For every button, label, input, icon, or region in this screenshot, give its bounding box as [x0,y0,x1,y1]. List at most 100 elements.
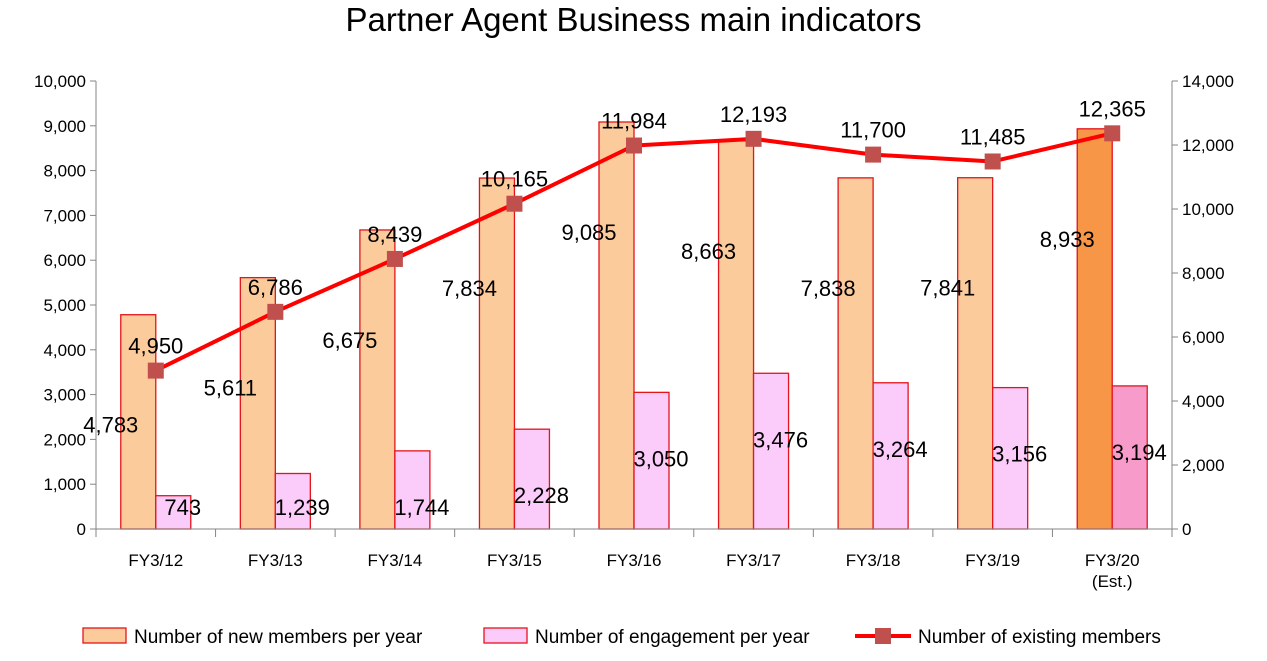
right-axis-tick-label: 8,000 [1182,264,1225,283]
data-label-engagement: 1,239 [275,495,330,520]
left-axis-tick-label: 4,000 [43,341,86,360]
data-label-engagement: 3,194 [1112,440,1167,465]
left-axis-tick-label: 9,000 [43,117,86,136]
bar-new-members [837,177,874,530]
bar-engagement [992,386,1029,530]
data-label-engagement: 743 [164,495,201,520]
data-label-new-members: 5,611 [204,376,257,401]
data-label-new-members: 9,085 [561,220,616,245]
data-label-existing-members: 6,786 [248,275,303,300]
right-axis-tick-label: 12,000 [1182,136,1234,155]
line-point-marker [984,153,1001,170]
legend: Number of new members per year Number of … [82,627,1161,648]
bar-new-members [120,314,157,530]
left-axis-tick-label: 2,000 [43,430,86,449]
data-label-existing-members: 11,700 [840,118,906,143]
bar-new-members [359,229,396,530]
bar-engagement [274,472,311,530]
data-label-existing-members: 11,485 [960,124,1026,149]
data-label-new-members: 4,783 [83,413,138,438]
data-label-new-members: 7,841 [920,276,975,301]
line-point-marker [267,303,284,320]
bar-engagement [155,495,192,530]
x-axis-category-label: FY3/20 (Est.) [1085,551,1140,591]
bar-engagement [513,428,551,530]
data-label-existing-members: 12,193 [720,102,787,127]
data-label-engagement: 3,156 [992,442,1047,467]
bar-new-members [1076,128,1113,530]
data-labels-group: 4,950 4,783 743 6,786 5,611 1,239 8,439 6,675 1,… [83,96,1167,520]
right-y-axis: 0 2,000 4,000 6,000 8,000 10,000 12,000 14,000 [1171,72,1234,539]
line-point-marker [865,146,882,163]
data-label-new-members: 7,838 [801,276,856,301]
data-label-engagement: 3,476 [753,427,808,452]
x-axis-category-line: FY3/16 [607,551,662,570]
x-axis-category-line: FY3/19 [965,551,1020,570]
data-label-existing-members: 12,365 [1079,96,1146,121]
left-axis-tick-label: 3,000 [43,386,86,405]
x-axis-category-label: FY3/17 [726,551,781,570]
x-axis-category-line: FY3/12 [128,551,183,570]
x-axis-category-line: FY3/14 [367,551,422,570]
legend-swatch-new-members [82,627,127,644]
line-point-marker [386,250,403,267]
x-axis-category-label: FY3/19 [965,551,1020,570]
x-axis-category-label: FY3/12 [128,551,183,570]
right-axis-tick-label: 0 [1182,520,1191,539]
left-axis-tick-label: 7,000 [43,206,86,225]
bar-new-members [478,177,516,530]
left-y-axis: 0 1,000 2,000 3,000 4,000 5,000 6,000 7,000 8,00… [34,72,97,539]
x-axis: FY3/12 FY3/13 FY3/14 FY3/15 FY3/16 FY3/17 FY3/… [95,528,1173,591]
x-axis-category-line: (Est.) [1092,572,1133,591]
x-axis-category-line: FY3/13 [248,551,303,570]
bar-engagement [1111,385,1148,530]
bar-engagement [633,391,670,530]
left-axis-tick-label: 6,000 [43,251,86,270]
left-axis-tick-label: 8,000 [43,162,86,181]
x-axis-category-line: FY3/17 [726,551,781,570]
right-axis-tick-label: 10,000 [1182,200,1234,219]
data-label-engagement: 3,264 [873,437,928,462]
data-label-existing-members: 8,439 [367,222,422,247]
data-label-engagement: 3,050 [633,446,688,471]
left-axis-tick-label: 1,000 [43,475,86,494]
line-point-marker [147,362,164,379]
bar-engagement [752,372,790,530]
data-label-new-members: 8,933 [1040,227,1095,252]
left-axis-tick-label: 0 [77,520,86,539]
right-axis-tick-label: 4,000 [1182,392,1225,411]
legend-label-engagement: Number of engagement per year [535,627,810,648]
x-axis-category-label: FY3/15 [487,551,542,570]
bar-new-members [957,177,994,530]
x-axis-category-label: FY3/14 [367,551,422,570]
bar-series-group [120,121,1148,530]
line-point-marker [626,137,642,154]
x-axis-category-line: FY3/18 [846,551,901,570]
right-axis-tick-label: 14,000 [1182,72,1234,91]
x-axis-category-line: FY3/20 [1085,551,1140,570]
bar-new-members [598,121,635,530]
bar-new-members [717,140,755,530]
data-label-engagement: 2,228 [514,483,569,508]
line-series-group [147,125,1121,379]
legend-label-existing-members: Number of existing members [918,627,1161,648]
left-axis-tick-label: 5,000 [43,296,86,315]
legend-swatch-marker [875,628,891,644]
data-label-existing-members: 11,984 [601,109,667,134]
data-label-new-members: 8,663 [681,239,736,264]
data-label-existing-members: 4,950 [128,334,183,359]
data-label-existing-members: 10,165 [481,167,548,192]
left-axis-tick-label: 10,000 [34,72,86,91]
right-axis-tick-label: 6,000 [1182,328,1225,347]
line-point-marker [506,195,523,212]
data-label-engagement: 1,744 [394,495,449,520]
x-axis-category-label: FY3/16 [607,551,662,570]
x-axis-category-label: FY3/13 [248,551,303,570]
chart-title: Partner Agent Business main indicators [345,1,922,38]
legend-label-new-members: Number of new members per year [134,627,423,648]
line-point-marker [1104,125,1121,142]
x-axis-category-line: FY3/15 [487,551,542,570]
bar-engagement [872,382,909,530]
legend-swatch-engagement [483,627,528,644]
